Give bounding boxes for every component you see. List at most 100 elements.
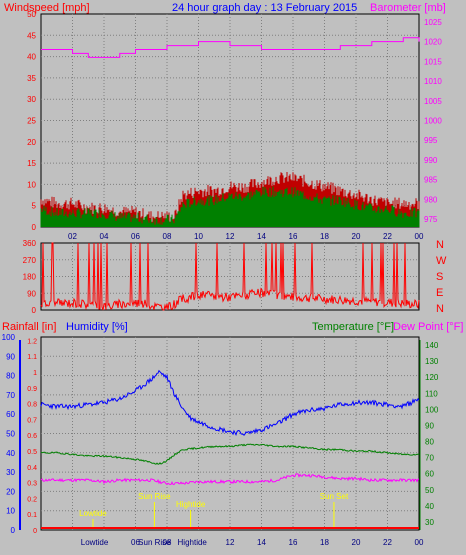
- humidity-tick-label: 90: [6, 352, 15, 361]
- windspeed-tick-label: 25: [27, 117, 36, 126]
- rain-tick-label: 0.2: [27, 496, 37, 503]
- windspeed-tick-label: 40: [27, 53, 36, 62]
- wind-direction-series: [40, 242, 420, 311]
- rain-tick-label: 0.7: [27, 417, 37, 424]
- rainfall-axis-label: Rainfall [in]: [2, 321, 56, 333]
- compass-label: W: [436, 255, 447, 267]
- compass-label: E: [436, 287, 443, 299]
- windspeed-tick-label: 50: [27, 10, 36, 19]
- hour-tick-label: 22: [383, 538, 392, 547]
- hour-tick-label: 04: [100, 232, 109, 241]
- average-wind-series: [40, 186, 420, 227]
- hour-tick-label: 22: [383, 232, 392, 241]
- rain-tick-label: 0: [33, 528, 37, 535]
- hour-tick-label: 16: [289, 538, 298, 547]
- hour-tick-label: Lowtide: [81, 538, 109, 547]
- hour-tick-label: 00: [415, 538, 424, 547]
- temperature-tick-label: 120: [425, 373, 439, 382]
- event-annotations: Lowtide Sun Rise Hightide Sun Set: [79, 492, 349, 528]
- wind-hour-ticks: 02 04 06 08 10 12 14 16 18 20 22 00: [68, 232, 424, 241]
- barometer-tick-label: 1005: [424, 97, 442, 106]
- barometer-tick-label: 1020: [424, 38, 442, 47]
- humidity-tick-label: 60: [6, 410, 15, 419]
- climate-series: [40, 369, 420, 529]
- humidity-axis-label: Humidity [%]: [66, 321, 128, 333]
- humidity-ticks: 0 10 20 30 40 50 60 70 80 90 100: [2, 333, 16, 535]
- hour-tick-label: 08: [163, 232, 172, 241]
- temperature-tick-label: 30: [425, 518, 434, 527]
- direction-tick-label: 90: [27, 289, 36, 298]
- direction-grid: [41, 243, 419, 310]
- hour-tick-label: 14: [257, 538, 266, 547]
- barometer-series: [41, 37, 420, 58]
- rain-tick-label: 0.8: [27, 402, 37, 409]
- direction-series: [40, 242, 420, 311]
- barometer-tick-label: 1010: [424, 77, 442, 86]
- hour-tick-label: 00: [415, 232, 424, 241]
- climate-grid: [41, 337, 419, 530]
- humidity-tick-label: 30: [6, 468, 15, 477]
- hour-tick-label: 02: [68, 232, 77, 241]
- barometer-tick-label: 1015: [424, 57, 442, 66]
- annotation-label: Hightide: [176, 500, 206, 509]
- humidity-tick-label: 0: [11, 526, 16, 535]
- temperature-tick-label: 60: [425, 470, 434, 479]
- direction-tick-label: 360: [23, 239, 37, 248]
- temperature-tick-label: 40: [425, 502, 434, 511]
- temperature-tick-label: 80: [425, 438, 434, 447]
- temperature-tick-label: 100: [425, 405, 439, 414]
- hour-tick-label: 06: [131, 538, 140, 547]
- barometer-ticks: 975 980 985 990 995 1000 1005 1010 1015 1020 1025: [424, 18, 442, 224]
- barometer-tick-label: 985: [424, 176, 438, 185]
- rain-tick-label: 0.3: [27, 481, 37, 488]
- direction-tick-label: 180: [23, 273, 37, 282]
- temperature-tick-label: 140: [425, 341, 439, 350]
- humidity-tick-label: 70: [6, 391, 15, 400]
- compass-label: S: [436, 271, 443, 283]
- hour-tick-label: 12: [226, 232, 235, 241]
- hour-tick-label: 06: [131, 232, 140, 241]
- windspeed-ticks: 0 5 10 15 20 25 30 35 40 45 50: [27, 10, 36, 232]
- humidity-tick-label: 80: [6, 372, 15, 381]
- temperature-tick-label: 110: [425, 389, 438, 398]
- rain-tick-label: 1: [33, 370, 37, 377]
- barometer-tick-label: 995: [424, 136, 438, 145]
- direction-tick-label: 0: [32, 306, 37, 315]
- hour-tick-label: 10: [194, 232, 203, 241]
- annotation-label: Lowtide: [79, 509, 107, 518]
- annotation-label: Sun Set: [320, 492, 349, 501]
- barometer-tick-label: 1025: [424, 18, 442, 27]
- temperature-tick-label: 70: [425, 454, 434, 463]
- humidity-tick-label: 40: [6, 449, 15, 458]
- windspeed-tick-label: 35: [27, 74, 36, 83]
- barometer-tick-label: 980: [424, 195, 438, 204]
- hour-tick-label: 12: [226, 538, 235, 547]
- rain-tick-label: 0.5: [27, 449, 37, 456]
- hour-tick-label: 08: [163, 538, 172, 547]
- hour-tick-label: 20: [352, 538, 361, 547]
- windspeed-tick-label: 20: [27, 138, 36, 147]
- annotation-label: Sun Rise: [138, 492, 171, 501]
- temperature-axis-label: Temperature [°F]: [312, 321, 394, 333]
- barometer-axis-label: Barometer [mb]: [370, 2, 446, 14]
- windspeed-tick-label: 0: [32, 223, 37, 232]
- chart-title: 24 hour graph day : 13 February 2015: [172, 2, 357, 14]
- direction-tick-label: 270: [23, 256, 37, 265]
- hour-tick-label: 16: [289, 232, 298, 241]
- hour-tick-label: 14: [257, 232, 266, 241]
- hour-tick-label: 20: [352, 232, 361, 241]
- rain-ticks: 0 0.1 0.2 0.3 0.4 0.5 0.6 0.7 0.8 0.9 1 1.1 1.2: [27, 338, 37, 535]
- temperature-tick-label: 50: [425, 486, 434, 495]
- rain-tick-label: 1.2: [27, 338, 37, 345]
- compass-label: N: [436, 303, 444, 315]
- dewpoint-series: [40, 473, 420, 486]
- humidity-tick-label: 10: [6, 507, 15, 516]
- humidity-tick-label: 50: [6, 430, 15, 439]
- windspeed-tick-label: 15: [27, 159, 36, 168]
- windspeed-tick-label: 10: [27, 180, 36, 189]
- windspeed-tick-label: 30: [27, 95, 36, 104]
- wind-series: [40, 37, 420, 227]
- hour-tick-label: 18: [320, 232, 329, 241]
